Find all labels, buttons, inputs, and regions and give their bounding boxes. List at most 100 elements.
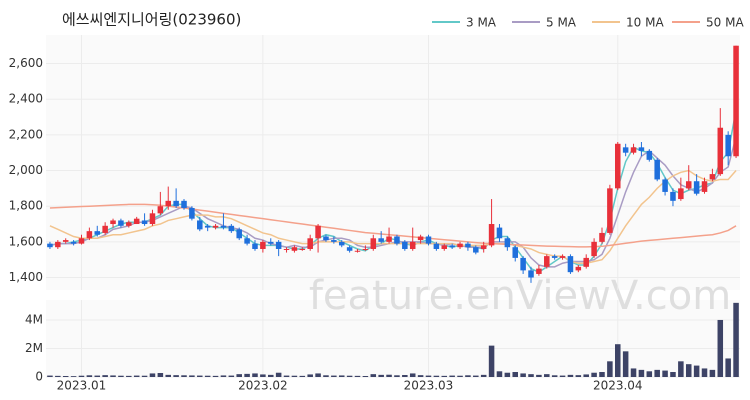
candle-body bbox=[646, 150, 653, 160]
candle-body bbox=[512, 247, 518, 258]
volume-bar bbox=[110, 375, 116, 377]
x-tick-label: 2023.01 bbox=[57, 379, 107, 393]
volume-bar bbox=[307, 374, 313, 377]
volume-bar bbox=[591, 372, 597, 377]
candle-body bbox=[386, 236, 392, 242]
candle-body bbox=[47, 243, 53, 248]
candle-body bbox=[670, 191, 676, 201]
candle-body bbox=[275, 241, 282, 249]
candle-body bbox=[591, 241, 597, 257]
candle-body bbox=[149, 213, 156, 225]
candle-body bbox=[78, 238, 85, 244]
ma-line bbox=[49, 203, 737, 248]
candle-body bbox=[204, 225, 211, 228]
volume-bar bbox=[126, 375, 132, 377]
volume-bar bbox=[94, 375, 101, 377]
x-tick-label: 2023.02 bbox=[238, 379, 288, 393]
y-tick-label: 2,400 bbox=[9, 92, 43, 106]
volume-bar bbox=[575, 375, 582, 377]
volume-bar bbox=[394, 375, 400, 377]
legend-label: 3 MA bbox=[466, 16, 497, 30]
candle-body bbox=[212, 225, 219, 228]
volume-bar bbox=[268, 374, 274, 377]
volume-bar bbox=[141, 375, 148, 377]
candle-body bbox=[165, 200, 171, 207]
volume-bar bbox=[299, 375, 306, 377]
candle-body bbox=[615, 143, 621, 189]
volume-bar bbox=[181, 375, 187, 377]
volume-bar bbox=[457, 375, 463, 377]
candle-body bbox=[55, 241, 61, 248]
volume-bar bbox=[133, 375, 140, 377]
volume-bar bbox=[220, 375, 227, 377]
volume-bar bbox=[630, 368, 637, 377]
candle-body bbox=[496, 227, 503, 239]
candle-body bbox=[638, 147, 645, 151]
volume-bar bbox=[236, 374, 242, 377]
y-tick-label: 1,800 bbox=[9, 199, 43, 213]
candle-body bbox=[559, 256, 566, 258]
candle-body bbox=[685, 181, 692, 189]
volume-bar bbox=[55, 375, 61, 377]
volume-bar bbox=[189, 375, 195, 377]
volume-bar bbox=[386, 374, 392, 377]
volume-bar bbox=[86, 375, 93, 377]
candle-body bbox=[567, 256, 574, 273]
legend-label: 10 MA bbox=[626, 16, 664, 30]
volume-bar bbox=[370, 374, 377, 377]
volume-bar bbox=[228, 375, 235, 377]
volume-bar bbox=[733, 302, 739, 377]
candle-body bbox=[197, 220, 203, 230]
volume-bar bbox=[567, 374, 574, 377]
candle-body bbox=[126, 222, 132, 226]
candle-body bbox=[260, 241, 266, 249]
candle-body bbox=[488, 224, 495, 246]
volume-bar bbox=[536, 374, 542, 377]
candle-body bbox=[362, 248, 369, 250]
candle-body bbox=[449, 245, 455, 248]
volume-tick-label: 4M bbox=[25, 312, 43, 326]
volume-tick-label: 0 bbox=[35, 370, 43, 384]
candle-body bbox=[252, 243, 258, 249]
volume-bar bbox=[165, 374, 171, 377]
volume-bar bbox=[291, 375, 298, 377]
candle-body bbox=[693, 181, 700, 194]
candle-body bbox=[607, 188, 613, 233]
candle-body bbox=[315, 225, 321, 239]
candle-body bbox=[441, 245, 448, 249]
ma-line bbox=[49, 169, 737, 264]
volume-bar bbox=[70, 376, 77, 377]
y-tick-label: 2,000 bbox=[9, 163, 43, 177]
volume-bar bbox=[488, 345, 495, 377]
volume-bar bbox=[717, 319, 724, 377]
volume-bar bbox=[701, 368, 708, 377]
volume-bar bbox=[173, 375, 179, 377]
y-tick-label: 1,600 bbox=[9, 234, 43, 248]
y-tick-label: 2,600 bbox=[9, 56, 43, 70]
candle-body bbox=[701, 181, 708, 192]
candle-body bbox=[504, 238, 511, 248]
volume-bar bbox=[102, 375, 108, 377]
volume-bar bbox=[315, 373, 321, 377]
volume-bar bbox=[338, 375, 345, 377]
volume-bar bbox=[544, 374, 550, 377]
candle-body bbox=[378, 238, 384, 242]
candle-body bbox=[228, 225, 235, 232]
volume-bar bbox=[157, 373, 164, 377]
candle-body bbox=[354, 250, 361, 252]
candle-body bbox=[662, 179, 668, 192]
candle-body bbox=[244, 238, 250, 244]
volume-bar bbox=[551, 375, 558, 377]
candle-body bbox=[480, 245, 487, 249]
candle-body bbox=[528, 270, 534, 278]
volume-bar bbox=[465, 375, 471, 377]
watermark: feature.enViewV.com bbox=[309, 273, 731, 319]
volume-bar bbox=[678, 361, 684, 377]
volume-bar bbox=[252, 373, 258, 377]
candle-body bbox=[291, 247, 298, 251]
volume-bar bbox=[693, 365, 700, 377]
volume-bar bbox=[118, 375, 124, 377]
volume-bar bbox=[323, 375, 329, 377]
candle-body bbox=[110, 220, 116, 225]
